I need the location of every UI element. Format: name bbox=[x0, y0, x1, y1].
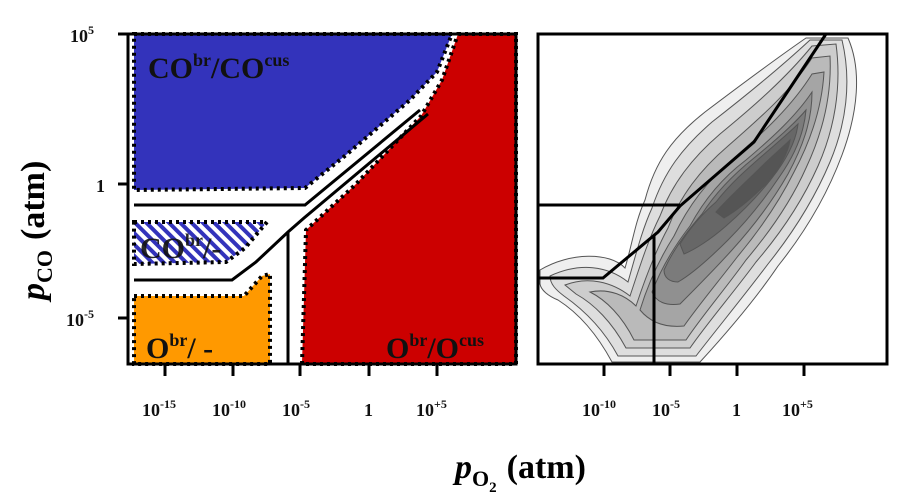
y-tick-label-1e-5: 10-5 bbox=[66, 307, 94, 330]
region-label-co-co: CObr/COcus bbox=[148, 50, 289, 85]
left-x-tick-label-1e-15: 10-15 bbox=[142, 397, 176, 420]
left-panel-frame bbox=[126, 32, 518, 366]
right-x-ticks bbox=[602, 364, 806, 376]
y-tick-label-1e5: 105 bbox=[70, 23, 94, 46]
x-axis-title: pO2(atm) bbox=[452, 449, 586, 496]
right-x-tick-label-1e-10: 10-10 bbox=[582, 397, 616, 420]
right-boundaries bbox=[538, 33, 828, 364]
y-axis-title: pCO(atm) bbox=[15, 161, 57, 303]
left-x-tick-label-1e-10: 10-10 bbox=[212, 397, 246, 420]
left-x-tick-label-1e-5: 10-5 bbox=[282, 397, 310, 420]
right-x-tick-label-1e5: 10+5 bbox=[782, 397, 813, 420]
right-x-tick-label-1e-5: 10-5 bbox=[652, 397, 680, 420]
right-x-tick-label-1: 1 bbox=[732, 400, 741, 420]
region-label-o-dash: Obr/ - bbox=[146, 330, 213, 365]
region-label-co-dash: CObr/- bbox=[140, 230, 221, 265]
right-panel-frame bbox=[536, 32, 889, 366]
region-label-o-o: Obr/Ocus bbox=[386, 330, 484, 365]
contour-9 bbox=[715, 138, 791, 219]
phase-boundaries bbox=[134, 108, 429, 364]
left-x-tick-label-1: 1 bbox=[364, 400, 373, 420]
y-tick-label-1: 1 bbox=[96, 176, 105, 196]
left-panel: CObr/COcus CObr/- Obr/ - Obr/Ocus 105 1 … bbox=[66, 23, 518, 420]
left-x-tick-label-1e5: 10+5 bbox=[416, 397, 447, 420]
left-y-ticks bbox=[118, 32, 128, 320]
right-panel: 10-10 10-5 1 10+5 bbox=[536, 32, 889, 420]
left-x-ticks bbox=[163, 364, 439, 376]
region-co-dash bbox=[132, 220, 272, 267]
region-co-co bbox=[132, 32, 455, 193]
